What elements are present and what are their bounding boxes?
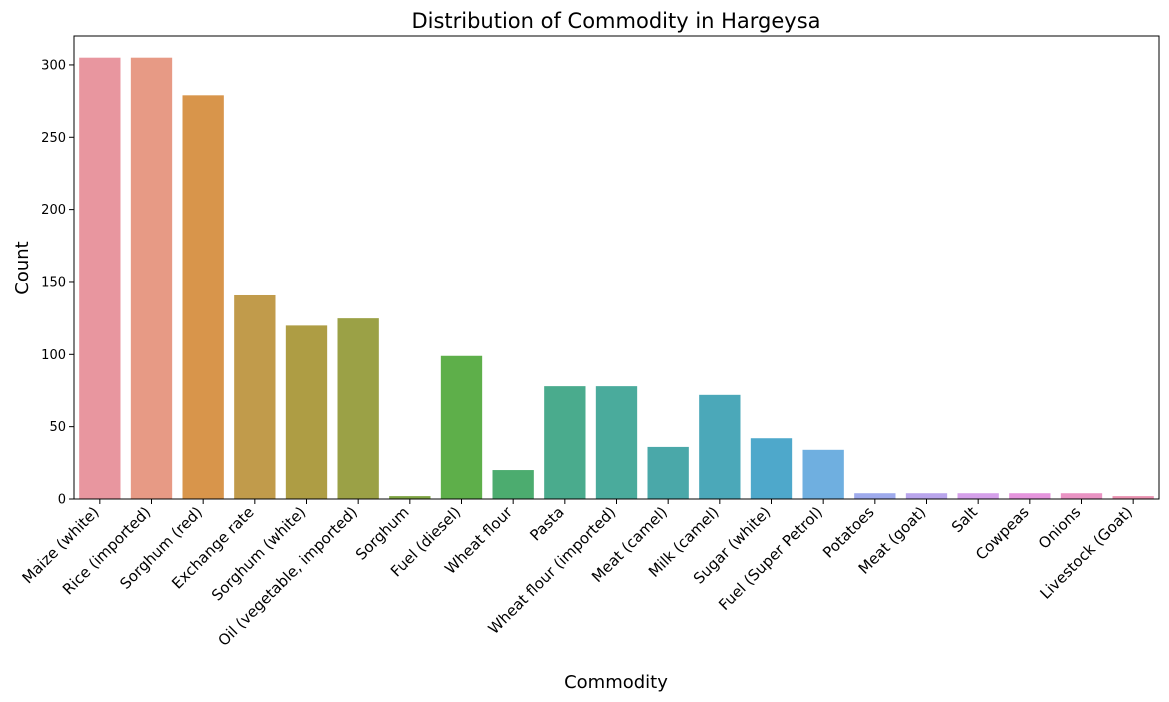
bar-3 xyxy=(234,294,276,499)
x-tick-label-1: Rice (imported) xyxy=(59,503,154,598)
y-tick-label-6: 300 xyxy=(41,58,66,73)
x-tick-label-20: Livestock (Goat) xyxy=(1036,503,1136,603)
bar-2 xyxy=(182,95,224,499)
bar-19 xyxy=(1060,493,1103,499)
bar-5 xyxy=(337,318,379,499)
x-tick-label-17: Salt xyxy=(948,503,981,536)
x-axis-label: Commodity xyxy=(564,672,668,693)
x-tick-label-18: Cowpeas xyxy=(972,503,1033,564)
bar-7 xyxy=(440,355,483,499)
bar-18 xyxy=(1009,493,1051,499)
bar-13 xyxy=(750,438,793,499)
bar-10 xyxy=(595,386,638,499)
bar-11 xyxy=(647,446,689,499)
bar-6 xyxy=(389,496,431,499)
bar-4 xyxy=(285,325,328,500)
y-axis: 0 50 100 150 200 250 300 xyxy=(41,58,74,508)
y-axis-label: Count xyxy=(12,241,33,294)
bar-8 xyxy=(492,470,534,499)
chart-title: Distribution of Commodity in Hargeysa xyxy=(411,9,820,33)
y-tick-label-1: 50 xyxy=(49,420,66,435)
y-tick-label-4: 200 xyxy=(41,203,66,218)
bar-1 xyxy=(130,57,173,499)
bar-20 xyxy=(1112,496,1154,499)
x-axis: Maize (white)Rice (imported)Sorghum (red… xyxy=(19,499,1136,650)
bar-12 xyxy=(699,394,741,499)
bars-group xyxy=(79,57,1154,500)
bar-16 xyxy=(905,493,948,499)
bar-17 xyxy=(957,493,999,499)
x-tick-label-4: Sorghum (white) xyxy=(208,503,309,604)
y-tick-label-0: 0 xyxy=(58,493,66,508)
bar-14 xyxy=(802,449,844,499)
x-tick-label-9: Pasta xyxy=(526,503,567,544)
bar-0 xyxy=(79,57,121,499)
x-tick-label-14: Fuel (Super Petrol) xyxy=(715,503,826,614)
y-tick-label-3: 150 xyxy=(41,275,66,290)
y-tick-label-5: 250 xyxy=(41,131,66,146)
y-tick-label-2: 100 xyxy=(41,348,66,363)
bar-9 xyxy=(544,386,586,499)
bar-15 xyxy=(854,493,896,499)
x-tick-label-19: Onions xyxy=(1035,503,1085,553)
